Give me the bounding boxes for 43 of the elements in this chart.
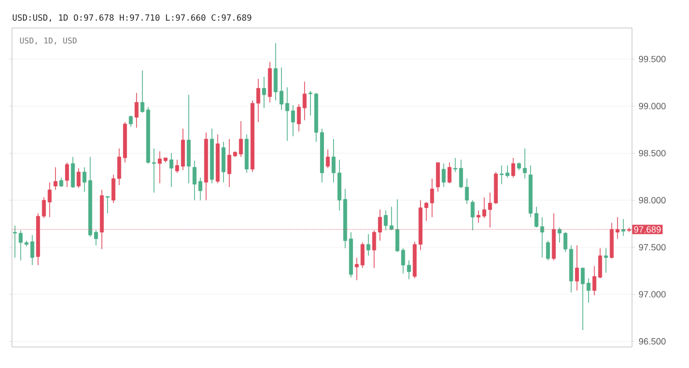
y-tick-label: 96.500 [638, 338, 666, 345]
candlestick [575, 244, 579, 291]
candlestick [175, 159, 180, 174]
candlestick [65, 162, 69, 188]
candlestick [59, 177, 64, 188]
ref-line-label: 97.689 [634, 226, 661, 233]
candlestick [464, 178, 469, 204]
candlestick [152, 148, 156, 194]
y-tick-label: 98.000 [638, 197, 666, 204]
candlestick [238, 120, 243, 158]
candlestick [332, 138, 336, 183]
candlestick [192, 160, 196, 201]
candlestick [511, 157, 516, 178]
candlestick [366, 234, 370, 256]
candlestick [134, 92, 139, 128]
candlestick [262, 76, 266, 108]
candlestick [169, 152, 174, 188]
candlestick [274, 42, 278, 101]
candlestick [76, 168, 81, 188]
candlestick [442, 163, 446, 188]
candlestick [106, 196, 110, 214]
candlestick [621, 218, 626, 236]
candlestick [406, 260, 411, 280]
candlestick [558, 227, 562, 243]
candlestick [470, 200, 475, 231]
candlestick [70, 156, 75, 188]
candlestick [128, 115, 133, 128]
candlestick [522, 148, 527, 179]
candlestick [54, 166, 58, 190]
candlestick [505, 164, 510, 178]
candlestick [500, 164, 504, 185]
candlestick [198, 177, 202, 201]
candlestick [448, 162, 452, 184]
candlestick [546, 240, 550, 261]
y-tick-label: 98.500 [638, 150, 666, 156]
y-tick-label: 97.500 [638, 244, 666, 250]
candlestick [372, 230, 376, 268]
candlestick [604, 248, 608, 274]
y-tick-label: 97.000 [638, 291, 666, 298]
y-tick-label: 99.000 [638, 102, 666, 110]
chart-title: USD:USD, 1D O:97.678 H:97.710 L:97.660 C:97.689 [12, 14, 252, 22]
y-tick-label: 99.500 [638, 56, 666, 62]
candlestick [326, 148, 330, 169]
